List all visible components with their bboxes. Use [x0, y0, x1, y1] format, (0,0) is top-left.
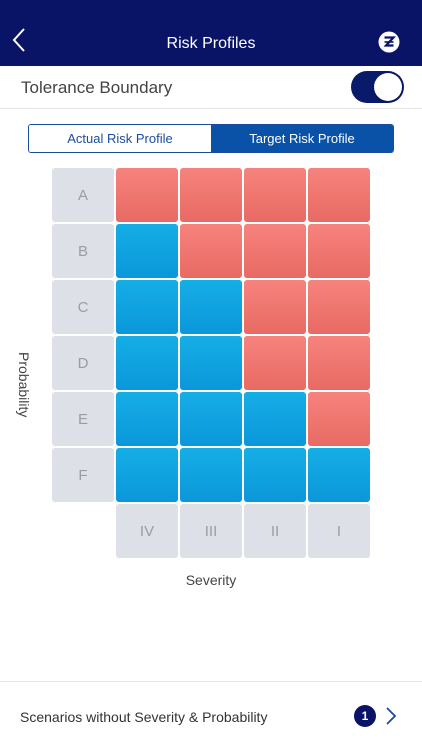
risk-cell-e-ii[interactable] [244, 392, 306, 446]
severity-label-i: I [308, 504, 370, 558]
toggle-knob [374, 73, 402, 101]
scenarios-without-rating-row[interactable]: Scenarios without Severity & Probability… [0, 681, 422, 750]
tolerance-boundary-label: Tolerance Boundary [21, 78, 173, 97]
chevron-left-icon[interactable] [8, 26, 32, 54]
tolerance-boundary-toggle[interactable] [351, 71, 404, 103]
tolerance-boundary-row: Tolerance Boundary [0, 66, 422, 109]
risk-cell-f-i[interactable] [308, 448, 370, 502]
severity-label-iv: IV [116, 504, 178, 558]
scenario-count-badge: 1 [354, 705, 376, 727]
risk-cell-a-ii[interactable] [244, 168, 306, 222]
risk-cell-a-iii[interactable] [180, 168, 242, 222]
probability-label-f: F [52, 448, 114, 502]
risk-cell-d-i[interactable] [308, 336, 370, 390]
tab-target-risk-profile[interactable]: Target Risk Profile [211, 125, 393, 152]
risk-cell-b-ii[interactable] [244, 224, 306, 278]
profile-segmented-control: Actual Risk Profile Target Risk Profile [28, 124, 394, 153]
probability-label-e: E [52, 392, 114, 446]
risk-cell-b-iv[interactable] [116, 224, 178, 278]
risk-cell-e-iv[interactable] [116, 392, 178, 446]
tab-actual-risk-profile[interactable]: Actual Risk Profile [29, 125, 211, 152]
probability-label-a: A [52, 168, 114, 222]
risk-cell-c-i[interactable] [308, 280, 370, 334]
severity-axis-label: Severity [185, 572, 237, 588]
risk-cell-c-iii[interactable] [180, 280, 242, 334]
page-title: Risk Profiles [166, 35, 256, 52]
zurich-logo-icon [378, 31, 400, 53]
probability-axis-label: Probability [16, 352, 32, 418]
risk-cell-f-iv[interactable] [116, 448, 178, 502]
risk-cell-c-iv[interactable] [116, 280, 178, 334]
severity-label-iii: III [180, 504, 242, 558]
risk-cell-d-iii[interactable] [180, 336, 242, 390]
probability-label-d: D [52, 336, 114, 390]
risk-cell-a-i[interactable] [308, 168, 370, 222]
severity-label-ii: II [244, 504, 306, 558]
navigation-bar: Risk Profiles [0, 0, 422, 66]
risk-cell-e-i[interactable] [308, 392, 370, 446]
risk-cell-c-ii[interactable] [244, 280, 306, 334]
risk-cell-a-iv[interactable] [116, 168, 178, 222]
risk-cell-d-iv[interactable] [116, 336, 178, 390]
risk-cell-b-i[interactable] [308, 224, 370, 278]
risk-cell-f-iii[interactable] [180, 448, 242, 502]
risk-cell-e-iii[interactable] [180, 392, 242, 446]
chevron-right-icon [386, 707, 397, 725]
risk-cell-d-ii[interactable] [244, 336, 306, 390]
probability-label-c: C [52, 280, 114, 334]
risk-cell-f-ii[interactable] [244, 448, 306, 502]
risk-cell-b-iii[interactable] [180, 224, 242, 278]
scenarios-without-rating-label: Scenarios without Severity & Probability [20, 709, 268, 725]
probability-label-b: B [52, 224, 114, 278]
